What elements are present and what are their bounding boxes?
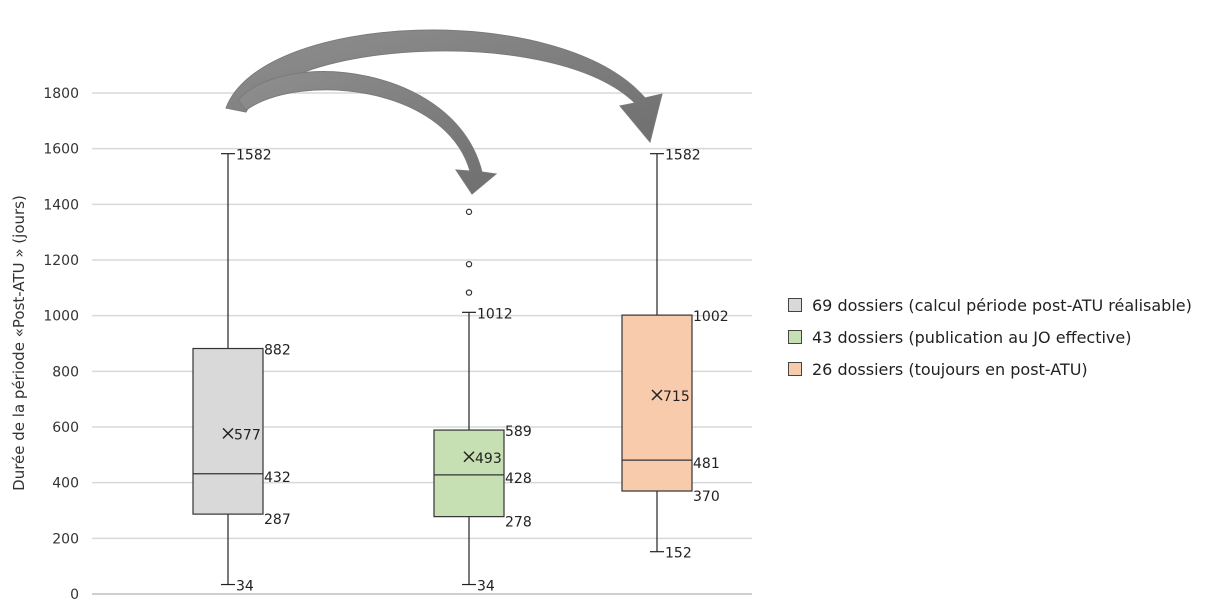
boxplot-chart: 0 200 400 600 800 1000 1200 1400 1600 1800 1582 88… bbox=[10, 29, 752, 603]
label-mean: 493 bbox=[475, 451, 502, 467]
y-axis-title: Durée de la période «Post-ATU » (jours) bbox=[10, 195, 28, 491]
decorative-arrows bbox=[225, 29, 663, 195]
outlier-point bbox=[465, 208, 473, 216]
arrow-small bbox=[237, 71, 498, 195]
label-mean: 715 bbox=[663, 389, 690, 405]
label-mean: 577 bbox=[234, 427, 261, 443]
label-q3: 1002 bbox=[693, 309, 729, 325]
mean-marker bbox=[222, 427, 234, 439]
y-axis-ticks: 0 200 400 600 800 1000 1200 1400 1600 1800 bbox=[43, 86, 79, 603]
label-median: 428 bbox=[505, 471, 532, 487]
legend-label: 43 dossiers (publication au JO effective… bbox=[812, 327, 1132, 347]
y-tick-label: 1600 bbox=[43, 142, 79, 158]
y-tick-label: 400 bbox=[52, 476, 79, 492]
label-q3: 589 bbox=[505, 424, 532, 440]
label-whisker-high: 1582 bbox=[236, 148, 272, 164]
legend-item: 69 dossiers (calcul période post-ATU réa… bbox=[788, 292, 1192, 318]
y-tick-label: 0 bbox=[70, 587, 79, 603]
outlier-point bbox=[465, 289, 473, 296]
box-series: 1582882577432287341012589493428278341582… bbox=[192, 148, 729, 595]
label-q1: 278 bbox=[505, 515, 532, 531]
label-q1: 370 bbox=[693, 489, 720, 505]
label-whisker-high: 1012 bbox=[477, 306, 513, 322]
y-tick-label: 800 bbox=[52, 364, 79, 380]
legend-label: 26 dossiers (toujours en post-ATU) bbox=[812, 359, 1088, 379]
y-tick-label: 1000 bbox=[43, 309, 79, 325]
iqr-box bbox=[433, 429, 505, 518]
legend-swatch-gray bbox=[788, 298, 802, 312]
legend-swatch-orange bbox=[788, 362, 802, 376]
label-q3: 882 bbox=[264, 343, 291, 359]
arrow-large bbox=[225, 29, 663, 144]
y-tick-label: 1200 bbox=[43, 253, 79, 269]
y-tick-label: 1400 bbox=[43, 197, 79, 213]
label-whisker-low: 152 bbox=[665, 546, 692, 562]
mean-marker bbox=[463, 451, 475, 463]
label-whisker-low: 34 bbox=[477, 579, 495, 595]
legend-item: 43 dossiers (publication au JO effective… bbox=[788, 324, 1192, 350]
label-whisker-high: 1582 bbox=[665, 148, 701, 164]
label-q1: 287 bbox=[264, 512, 291, 528]
legend-item: 26 dossiers (toujours en post-ATU) bbox=[788, 356, 1192, 382]
mean-marker bbox=[651, 389, 663, 401]
legend-swatch-green bbox=[788, 330, 802, 344]
legend-label: 69 dossiers (calcul période post-ATU réa… bbox=[812, 295, 1192, 315]
legend: 69 dossiers (calcul période post-ATU réa… bbox=[788, 292, 1192, 388]
y-tick-label: 200 bbox=[52, 531, 79, 547]
iqr-box bbox=[621, 314, 693, 492]
label-median: 432 bbox=[264, 470, 291, 486]
box-series-0: 1582 882 577 432 287 34 bbox=[192, 148, 291, 595]
iqr-box bbox=[192, 347, 264, 515]
box-series-2: 1582 1002 715 481 370 152 bbox=[621, 148, 729, 562]
outlier-point bbox=[465, 260, 473, 268]
y-tick-label: 600 bbox=[52, 420, 79, 436]
label-median: 481 bbox=[693, 456, 720, 472]
label-whisker-low: 34 bbox=[236, 579, 254, 595]
y-tick-label: 1800 bbox=[43, 86, 79, 102]
